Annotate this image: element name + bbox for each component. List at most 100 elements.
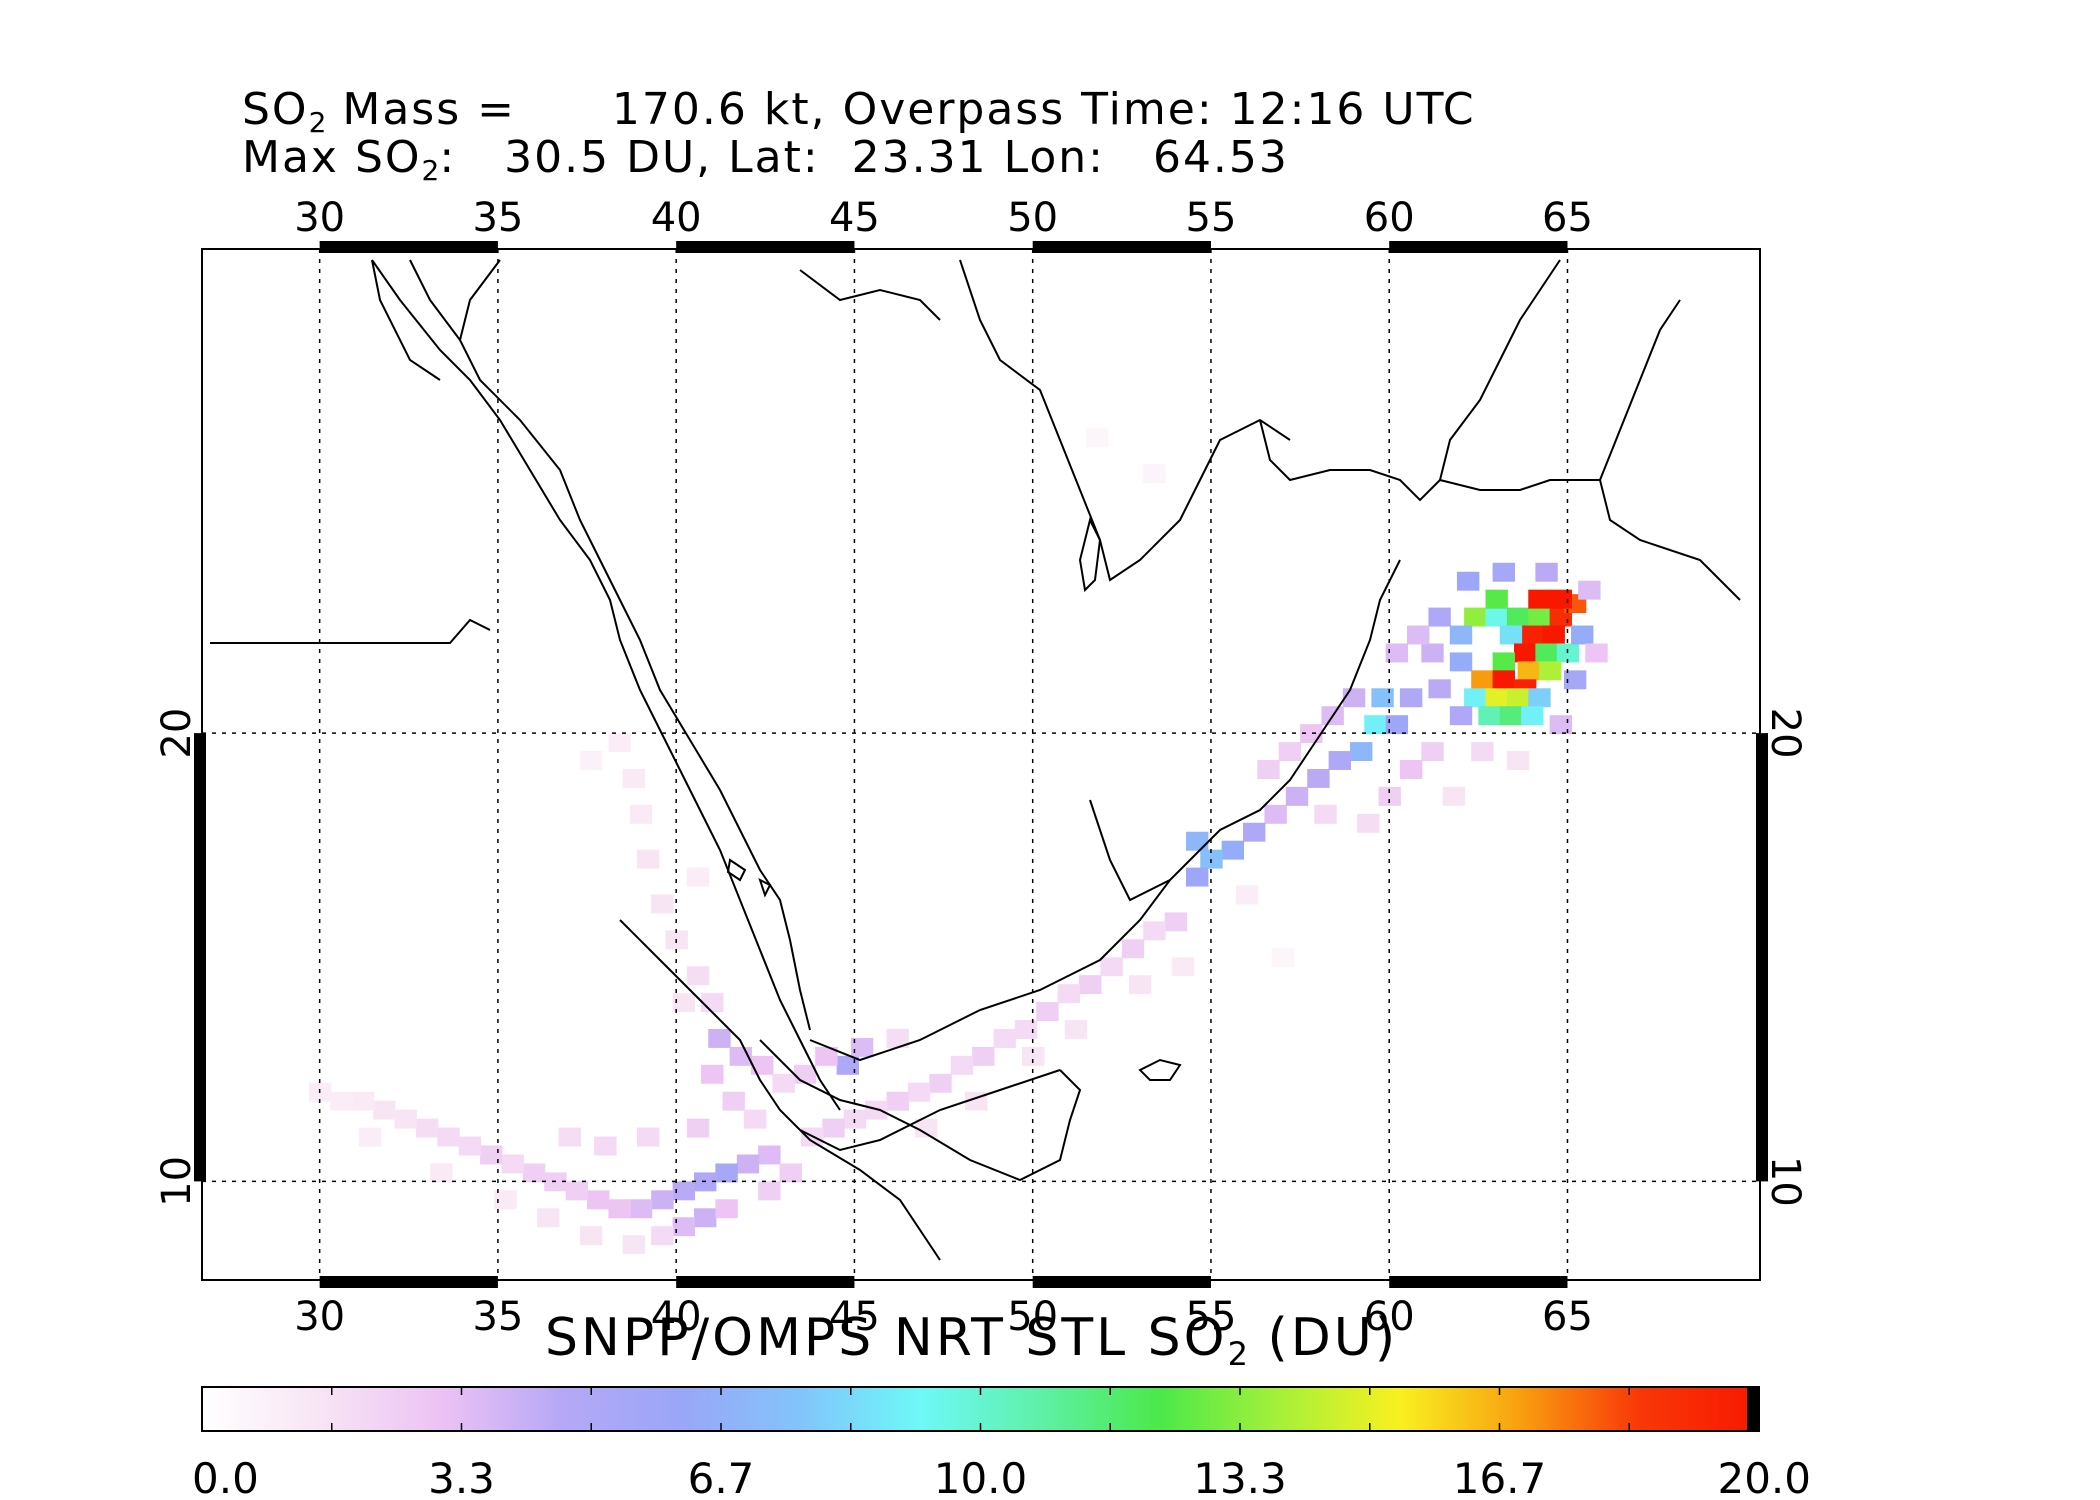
bottom-border-bar [1032, 1276, 1211, 1288]
so2-pixel [701, 1064, 724, 1084]
so2-pixel [1485, 607, 1508, 627]
so2-pixel [330, 1091, 353, 1111]
so2-pixel [850, 1037, 874, 1057]
so2-pixel [394, 1109, 417, 1129]
so2-pixel [1528, 607, 1551, 627]
so2-pixel [1086, 428, 1109, 448]
so2-pixel [1478, 706, 1501, 726]
egypt-sudan-border [210, 618, 491, 644]
so2-pixel [415, 1118, 439, 1138]
so2-pixel [1578, 580, 1601, 600]
so2-pixel [608, 1199, 631, 1219]
so2-pixel [1517, 661, 1540, 681]
colorbar-label: 3.3 [428, 1454, 495, 1500]
bottom-lon-label: 40 [651, 1294, 702, 1340]
left-lat-label: 10 [154, 1156, 200, 1207]
so2-pixel [1371, 688, 1394, 708]
so2-pixel [1485, 589, 1508, 609]
iran-coast [1439, 259, 1681, 481]
so2-pixel [743, 1109, 767, 1129]
so2-pixel [1499, 625, 1523, 645]
so2-pixel [1064, 1020, 1088, 1039]
so2-pixel [587, 1190, 610, 1210]
top-lon-label: 45 [829, 195, 880, 241]
colorbar-label: 6.7 [688, 1454, 755, 1500]
so2-pixel [1471, 742, 1494, 762]
so2-pixel [722, 1091, 745, 1111]
so2-pixel [1428, 607, 1451, 627]
so2-pixel [622, 1235, 646, 1255]
top-border-bar [1389, 241, 1568, 253]
so2-pixel [1022, 1046, 1045, 1066]
so2-pixel [1243, 822, 1266, 842]
yemen-saudi-border [1089, 799, 1171, 902]
so2-pixel [1186, 867, 1209, 887]
so2-pixel [822, 1118, 845, 1138]
top-border-bar [676, 241, 855, 253]
so2-pixel [358, 1127, 382, 1147]
so2-pixel [1143, 464, 1166, 484]
so2-pixel [1171, 957, 1195, 977]
so2-pixel [565, 1181, 589, 1201]
so2-pixel [1585, 643, 1608, 663]
so2-pixel [1492, 670, 1515, 690]
bottom-lon-label: 35 [472, 1294, 523, 1340]
so2-pixel [1399, 760, 1423, 779]
so2-pixel [594, 1136, 617, 1156]
so2-pixel [1499, 706, 1523, 726]
so2-pixel [1357, 813, 1380, 833]
iraq-border [799, 269, 941, 321]
so2-pixel [458, 1136, 482, 1156]
bottom-lon-label: 65 [1542, 1294, 1593, 1340]
so2-pixel [1449, 625, 1473, 645]
so2-pixel [1285, 786, 1309, 806]
sinai-coast [371, 259, 501, 381]
coastlines [210, 259, 1741, 1261]
so2-pixel [636, 1127, 660, 1147]
so2-pixel [1535, 562, 1558, 582]
so2-pixel [1535, 643, 1558, 663]
so2-pixel [779, 1163, 802, 1183]
gulf-of-aden-south-coast [799, 1069, 1061, 1152]
right-lat-label: 20 [1762, 708, 1808, 759]
so2-pixel [1128, 975, 1152, 995]
so2-pixel [1328, 751, 1351, 770]
top-lon-label: 60 [1364, 195, 1415, 241]
so2-pixel [1399, 688, 1423, 708]
so2-pixel [629, 1199, 653, 1219]
so2-pixel [1264, 804, 1287, 824]
so2-pixel [1307, 768, 1330, 788]
red-sea-west-coast [371, 259, 841, 1111]
so2-pixel [708, 1028, 731, 1048]
so2-pixel [1449, 652, 1473, 672]
bottom-lon-label: 60 [1364, 1294, 1415, 1340]
so2-pixel [1514, 643, 1537, 663]
so2-pixel [1235, 885, 1259, 905]
dahlak-islands [726, 858, 772, 898]
colorbar-label: 16.7 [1453, 1454, 1547, 1500]
so2-pixel [1506, 751, 1530, 770]
so2-pixel [629, 804, 653, 824]
so2-pixel [1471, 670, 1494, 690]
top-lon-label: 30 [294, 195, 345, 241]
so2-pixel [1164, 912, 1187, 932]
bahrain-qatar [1078, 517, 1102, 593]
so2-mass-line: SO2 Mass = 170.6 kt, Overpass Time: 12:1… [242, 84, 1476, 139]
so2-pixel [1221, 840, 1245, 860]
so2-pixel [579, 1226, 603, 1246]
colorbar-overflow-cap [1747, 1387, 1759, 1431]
so2-pixel [1100, 957, 1123, 977]
so2-pixel [1538, 661, 1562, 681]
so2-pixel [929, 1073, 952, 1093]
colorbar-label: 10.0 [934, 1454, 1028, 1500]
arabia-south-coast [809, 559, 1401, 1062]
so2-pixel [1421, 742, 1444, 762]
top-border-bar [319, 241, 498, 253]
so2-pixel [865, 1100, 888, 1120]
so2-pixel [836, 1055, 859, 1075]
so2-pixel [672, 1181, 695, 1201]
so2-pixel [1464, 607, 1487, 627]
graticule [202, 249, 1760, 1280]
top-lon-label: 50 [1007, 195, 1058, 241]
